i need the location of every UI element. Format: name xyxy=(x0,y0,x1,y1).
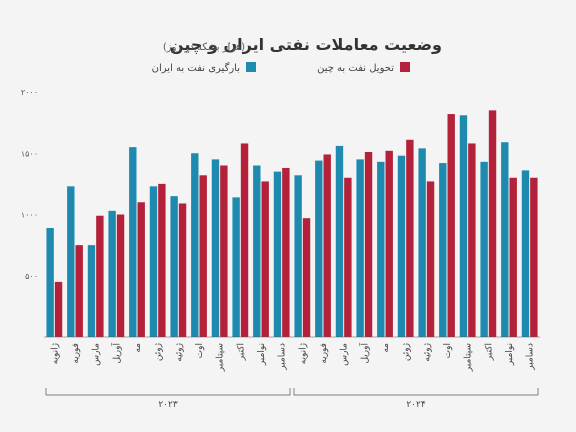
x-tick-label: اوت xyxy=(195,343,205,358)
bar-iran-loading xyxy=(356,159,364,337)
bar-iran-loading xyxy=(335,145,344,337)
bar-iran-loading xyxy=(418,148,426,337)
x-tick-label: فوریه xyxy=(319,343,329,364)
legend-swatch-iran xyxy=(246,62,256,72)
bar-china-delivery xyxy=(530,177,538,337)
x-tick-label: دسامبر xyxy=(278,343,288,371)
y-axis: ۵۰۰ ۱۰۰۰ ۱۵۰۰ ۲۰۰۰ xyxy=(21,88,38,281)
y-tick-label: ۱۰۰۰ xyxy=(21,211,38,220)
bar-iran-loading xyxy=(108,210,116,337)
bar-china-delivery xyxy=(426,181,435,337)
bar-china-delivery xyxy=(282,167,290,337)
x-tick-label: سپتامبر xyxy=(216,343,226,372)
year-groups: ۲۰۲۳ ۲۰۲۴ xyxy=(45,388,539,410)
bar-china-delivery xyxy=(488,110,497,337)
bar-iran-loading xyxy=(521,170,530,337)
bar-iran-loading xyxy=(149,186,158,337)
x-tick-label: مارس xyxy=(340,343,350,366)
x-tick-label: آوریل xyxy=(110,343,122,364)
year-label: ۲۰۲۳ xyxy=(158,400,178,410)
bar-iran-loading xyxy=(480,161,488,337)
year-label: ۲۰۲۴ xyxy=(406,400,426,410)
bar-iran-loading xyxy=(294,175,302,337)
x-tick-label: اوت xyxy=(443,343,453,358)
x-tick-label: مه xyxy=(133,343,143,353)
bar-china-delivery xyxy=(468,143,476,337)
x-tick-label: ژانویه xyxy=(50,343,60,364)
x-tick-label: ژوئیه xyxy=(422,343,432,362)
bar-iran-loading xyxy=(67,186,75,337)
bar-china-delivery xyxy=(96,215,104,337)
y-tick-label: ۲۰۰۰ xyxy=(21,88,38,97)
x-tick-label: ژوئن xyxy=(402,343,412,361)
x-tick-label: اکتبر xyxy=(484,343,494,361)
bar-china-delivery xyxy=(116,214,125,337)
bar-china-delivery xyxy=(220,165,228,337)
x-tick-label: نوامبر xyxy=(505,343,515,366)
bar-iran-loading xyxy=(315,160,323,337)
x-tick-label: ژوئیه xyxy=(174,343,184,362)
legend-label-iran: بارگیری نفت به ایران xyxy=(152,62,240,74)
chart-subtitle: (هزار بشکه در روز) xyxy=(163,42,245,53)
bar-iran-loading xyxy=(273,171,282,337)
x-tick-label: ژانویه xyxy=(298,343,308,364)
bar-iran-loading xyxy=(377,161,385,337)
bar-iran-loading xyxy=(253,165,261,337)
bar-iran-loading xyxy=(397,155,406,337)
legend-label-china: تحویل نفت به چین xyxy=(317,63,394,74)
bar-iran-loading xyxy=(501,142,509,337)
bar-china-delivery xyxy=(199,175,207,337)
bar-iran-loading xyxy=(439,163,447,337)
bar-iran-loading xyxy=(211,159,220,337)
bar-china-delivery xyxy=(364,152,373,337)
x-tick-label: دسامبر xyxy=(526,343,536,371)
x-tick-label: مارس xyxy=(92,343,102,366)
bar-iran-loading xyxy=(87,245,96,337)
bar-china-delivery xyxy=(75,245,83,337)
y-tick-label: ۱۵۰۰ xyxy=(21,149,38,158)
bar-iran-loading xyxy=(232,197,240,337)
bars-layer xyxy=(46,110,538,338)
x-tick-label: مه xyxy=(381,343,391,353)
bar-china-delivery xyxy=(406,139,414,337)
bar-iran-loading xyxy=(459,115,468,338)
bar-china-delivery xyxy=(158,183,166,337)
bar-china-delivery xyxy=(137,202,145,337)
bar-china-delivery xyxy=(344,177,352,337)
bar-china-delivery xyxy=(54,281,63,337)
year-bracket xyxy=(293,388,539,396)
bar-iran-loading xyxy=(170,196,178,337)
bar-china-delivery xyxy=(447,114,455,337)
legend: تحویل نفت به چین بارگیری نفت به ایران xyxy=(152,62,410,74)
x-axis-labels: ژانویه فوریه مارس آوریل مه ژوئن ژوئیه اوت سپتامب… xyxy=(50,343,535,373)
x-tick-label: نوامبر xyxy=(257,343,267,366)
bar-china-delivery xyxy=(261,181,269,337)
bar-china-delivery xyxy=(323,154,331,337)
x-tick-label: ژوئن xyxy=(154,343,164,361)
bar-china-delivery xyxy=(240,143,249,337)
bar-china-delivery xyxy=(178,203,187,337)
bar-iran-loading xyxy=(129,147,137,337)
x-tick-label: آوریل xyxy=(358,343,370,364)
bar-iran-loading xyxy=(191,153,199,337)
bar-china-delivery xyxy=(509,177,517,337)
x-tick-label: فوریه xyxy=(71,343,81,364)
y-tick-label: ۵۰۰ xyxy=(25,272,38,281)
bar-china-delivery xyxy=(302,218,311,337)
year-bracket xyxy=(45,388,291,396)
bar-china-delivery xyxy=(385,150,393,337)
chart-title: وضعیت معاملات نفتی ایران و چین xyxy=(170,35,442,55)
legend-swatch-china xyxy=(400,62,410,72)
x-tick-label: سپتامبر xyxy=(464,343,474,372)
bar-iran-loading xyxy=(46,227,54,337)
x-tick-label: اکتبر xyxy=(236,343,246,361)
